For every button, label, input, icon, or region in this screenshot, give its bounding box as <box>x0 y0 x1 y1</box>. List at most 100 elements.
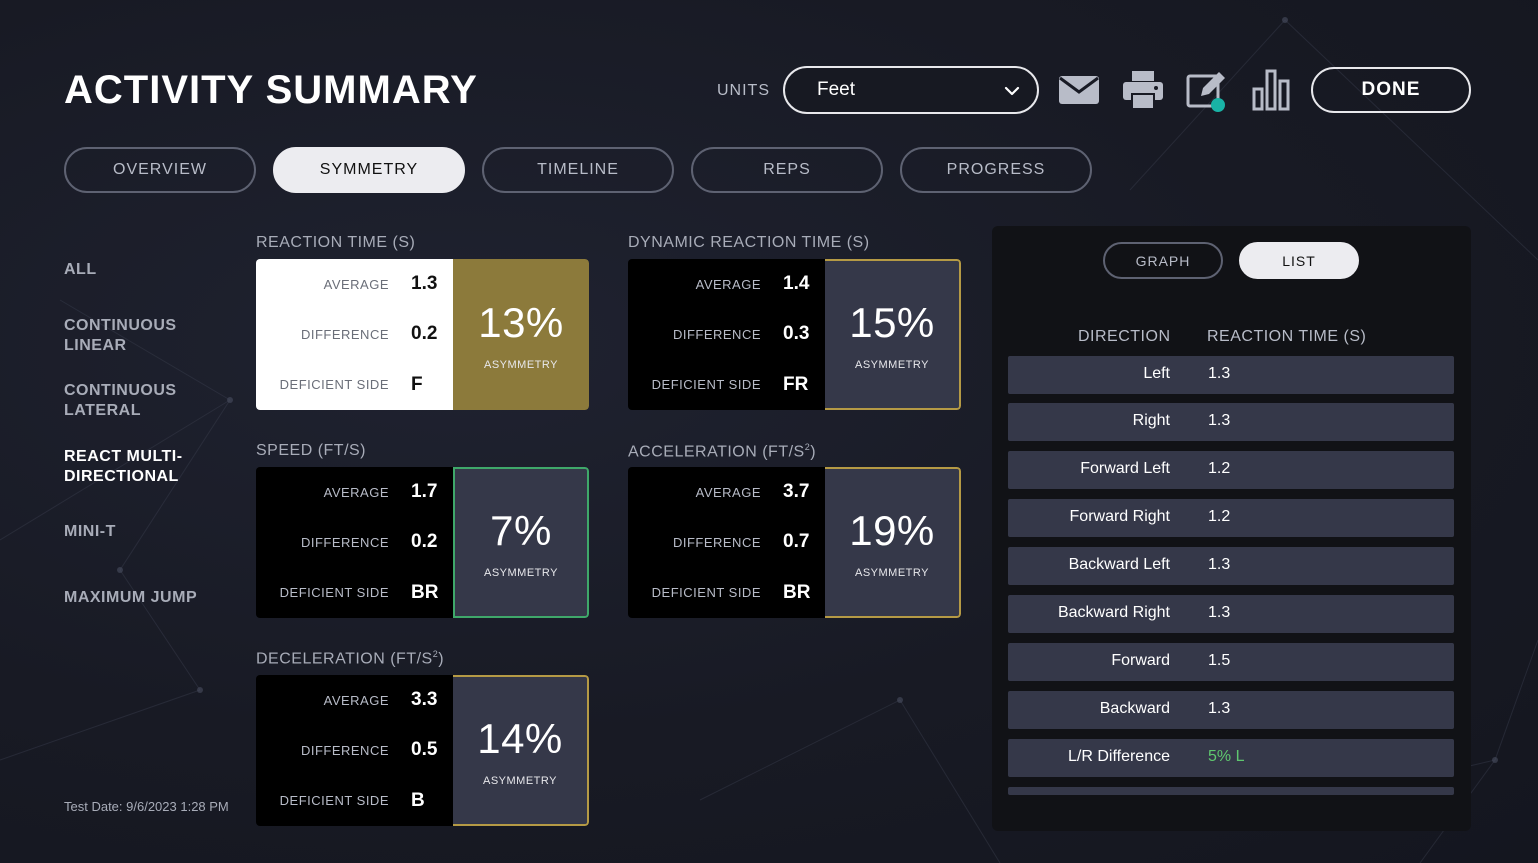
stat-value-deficient-side: FR <box>783 373 809 395</box>
stat-value-average: 1.3 <box>411 273 438 295</box>
edit-icon <box>1186 72 1225 112</box>
asymmetry-percent: 19% <box>849 506 935 554</box>
sidebar-item-continuous-lateral[interactable]: CONTINUOUS LATERAL <box>64 382 177 419</box>
tab-symmetry[interactable]: SYMMETRY <box>273 147 465 193</box>
stat-value-average: 1.7 <box>411 481 438 503</box>
asymmetry-percent: 7% <box>490 506 552 554</box>
stat-label-deficient-side: DEFICIENT SIDE <box>651 377 761 393</box>
print-button[interactable] <box>1121 68 1165 112</box>
row-direction: Forward Right <box>1069 508 1170 525</box>
row-direction: Left <box>1143 365 1170 382</box>
stat-value-difference: 0.2 <box>411 531 438 553</box>
stat-label-average: AVERAGE <box>695 276 761 292</box>
row-direction: Forward <box>1111 652 1170 669</box>
stat-value-average: 1.4 <box>783 273 810 295</box>
sidebar-item-react-multi-directional[interactable]: REACT MULTI-DIRECTIONAL <box>64 448 183 485</box>
stat-value-deficient-side: F <box>411 373 423 395</box>
asymmetry-label: ASYMMETRY <box>483 774 557 787</box>
row-value: 1.3 <box>1208 556 1231 573</box>
asymmetry-label: ASYMMETRY <box>855 566 929 579</box>
row-value: 1.2 <box>1208 508 1231 525</box>
row-direction: Right <box>1132 412 1170 429</box>
row-direction: Backward <box>1099 700 1170 717</box>
row-direction: L/R Difference <box>1068 748 1170 765</box>
list-row-lr-difference: L/R Difference 5% L <box>1008 739 1454 777</box>
page-title: ACTIVITY SUMMARY <box>64 68 478 112</box>
asymmetry-label: ASYMMETRY <box>855 358 929 371</box>
units-dropdown[interactable]: Feet <box>783 66 1039 114</box>
row-value: 1.5 <box>1208 652 1231 669</box>
list-row-partial <box>1008 787 1454 795</box>
tab-reps[interactable]: REPS <box>691 147 883 193</box>
sidebar-item-maximum-jump[interactable]: MAXIMUM JUMP <box>64 589 198 606</box>
column-header-reaction-time: REACTION TIME (S) <box>1207 328 1367 345</box>
direction-list-panel: GRAPH LIST DIRECTION REACTION TIME (S) L… <box>992 226 1471 831</box>
row-direction: Forward Left <box>1080 460 1170 477</box>
tab-bar: OVERVIEW SYMMETRY TIMELINE REPS PROGRESS <box>64 147 1092 193</box>
metric-card-deceleration: AVERAGE 3.3 DIFFERENCE 0.5 DEFICIENT SIDE B… <box>256 675 589 826</box>
tab-overview[interactable]: OVERVIEW <box>64 147 256 193</box>
metric-title-dynamic-reaction-time: DYNAMIC REACTION TIME (S) <box>628 234 870 251</box>
stat-value-difference: 0.3 <box>783 323 810 345</box>
stat-label-difference: DIFFERENCE <box>672 534 761 550</box>
metric-card-speed: AVERAGE 1.7 DIFFERENCE 0.2 DEFICIENT SIDE B… <box>256 467 589 618</box>
bar-chart-icon <box>1252 69 1290 111</box>
metric-title-deceleration: DECELERATION (FT/S2) <box>256 649 445 668</box>
done-button[interactable]: DONE <box>1311 67 1471 113</box>
stat-value-deficient-side: BR <box>783 581 811 603</box>
asymmetry-label: ASYMMETRY <box>484 358 558 371</box>
metric-title-speed: SPEED (FT/S) <box>256 442 367 459</box>
edit-notes-button[interactable] <box>1185 68 1229 112</box>
print-icon <box>1123 71 1163 110</box>
metric-card-acceleration: AVERAGE 3.7 DIFFERENCE 0.7 DEFICIENT SIDE B… <box>628 467 961 618</box>
sidebar-item-continuous-linear[interactable]: CONTINUOUS LINEAR <box>64 317 177 354</box>
list-row: Backward Left 1.3 <box>1008 547 1454 585</box>
column-header-direction: DIRECTION <box>1078 328 1171 345</box>
asymmetry-percent: 15% <box>849 298 935 346</box>
stat-value-difference: 0.7 <box>783 531 810 553</box>
email-button[interactable] <box>1057 68 1101 112</box>
row-value: 1.2 <box>1208 460 1231 477</box>
graph-toggle[interactable]: GRAPH <box>1103 242 1223 279</box>
sidebar-item-all[interactable]: ALL <box>64 261 97 278</box>
metric-card-dynamic-reaction-time: AVERAGE 1.4 DIFFERENCE 0.3 DEFICIENT SIDE F… <box>628 259 961 410</box>
stat-label-deficient-side: DEFICIENT SIDE <box>279 377 389 393</box>
stat-label-difference: DIFFERENCE <box>300 742 389 758</box>
email-icon <box>1059 76 1099 104</box>
row-value: 1.3 <box>1208 412 1231 429</box>
tab-progress[interactable]: PROGRESS <box>900 147 1092 193</box>
test-date: Test Date: 9/6/2023 1:28 PM <box>64 799 229 814</box>
metric-title-reaction-time: REACTION TIME (S) <box>256 234 416 251</box>
units-selected-value: Feet <box>817 79 856 100</box>
asymmetry-percent: 14% <box>477 714 563 762</box>
row-value: 5% L <box>1208 748 1245 765</box>
sidebar-item-mini-t[interactable]: MINI-T <box>64 523 116 540</box>
stat-label-difference: DIFFERENCE <box>672 326 761 342</box>
metric-title-acceleration: ACCELERATION (FT/S2) <box>628 442 817 461</box>
list-row: Forward Right 1.2 <box>1008 499 1454 537</box>
list-row: Backward Right 1.3 <box>1008 595 1454 633</box>
metric-card-reaction-time: AVERAGE 1.3 DIFFERENCE 0.2 DEFICIENT SIDE F… <box>256 259 589 410</box>
row-direction: Backward Right <box>1057 604 1170 621</box>
list-row: Backward 1.3 <box>1008 691 1454 729</box>
row-value: 1.3 <box>1208 604 1231 621</box>
tab-timeline[interactable]: TIMELINE <box>482 147 674 193</box>
stat-label-average: AVERAGE <box>323 276 389 292</box>
row-value: 1.3 <box>1208 700 1231 717</box>
stat-value-average: 3.7 <box>783 481 810 503</box>
asymmetry-label: ASYMMETRY <box>484 566 558 579</box>
stat-value-deficient-side: B <box>411 789 425 811</box>
list-toggle[interactable]: LIST <box>1239 242 1359 279</box>
charts-button[interactable] <box>1249 68 1293 112</box>
stat-value-average: 3.3 <box>411 689 438 711</box>
stat-label-average: AVERAGE <box>323 484 389 500</box>
row-value: 1.3 <box>1208 365 1231 382</box>
stat-value-difference: 0.5 <box>411 739 438 761</box>
stat-label-average: AVERAGE <box>323 692 389 708</box>
list-row: Forward 1.5 <box>1008 643 1454 681</box>
stat-value-deficient-side: BR <box>411 581 439 603</box>
asymmetry-percent: 13% <box>478 298 564 346</box>
chevron-down-icon <box>1004 86 1020 96</box>
stat-label-deficient-side: DEFICIENT SIDE <box>279 585 389 601</box>
stat-label-deficient-side: DEFICIENT SIDE <box>279 793 389 809</box>
